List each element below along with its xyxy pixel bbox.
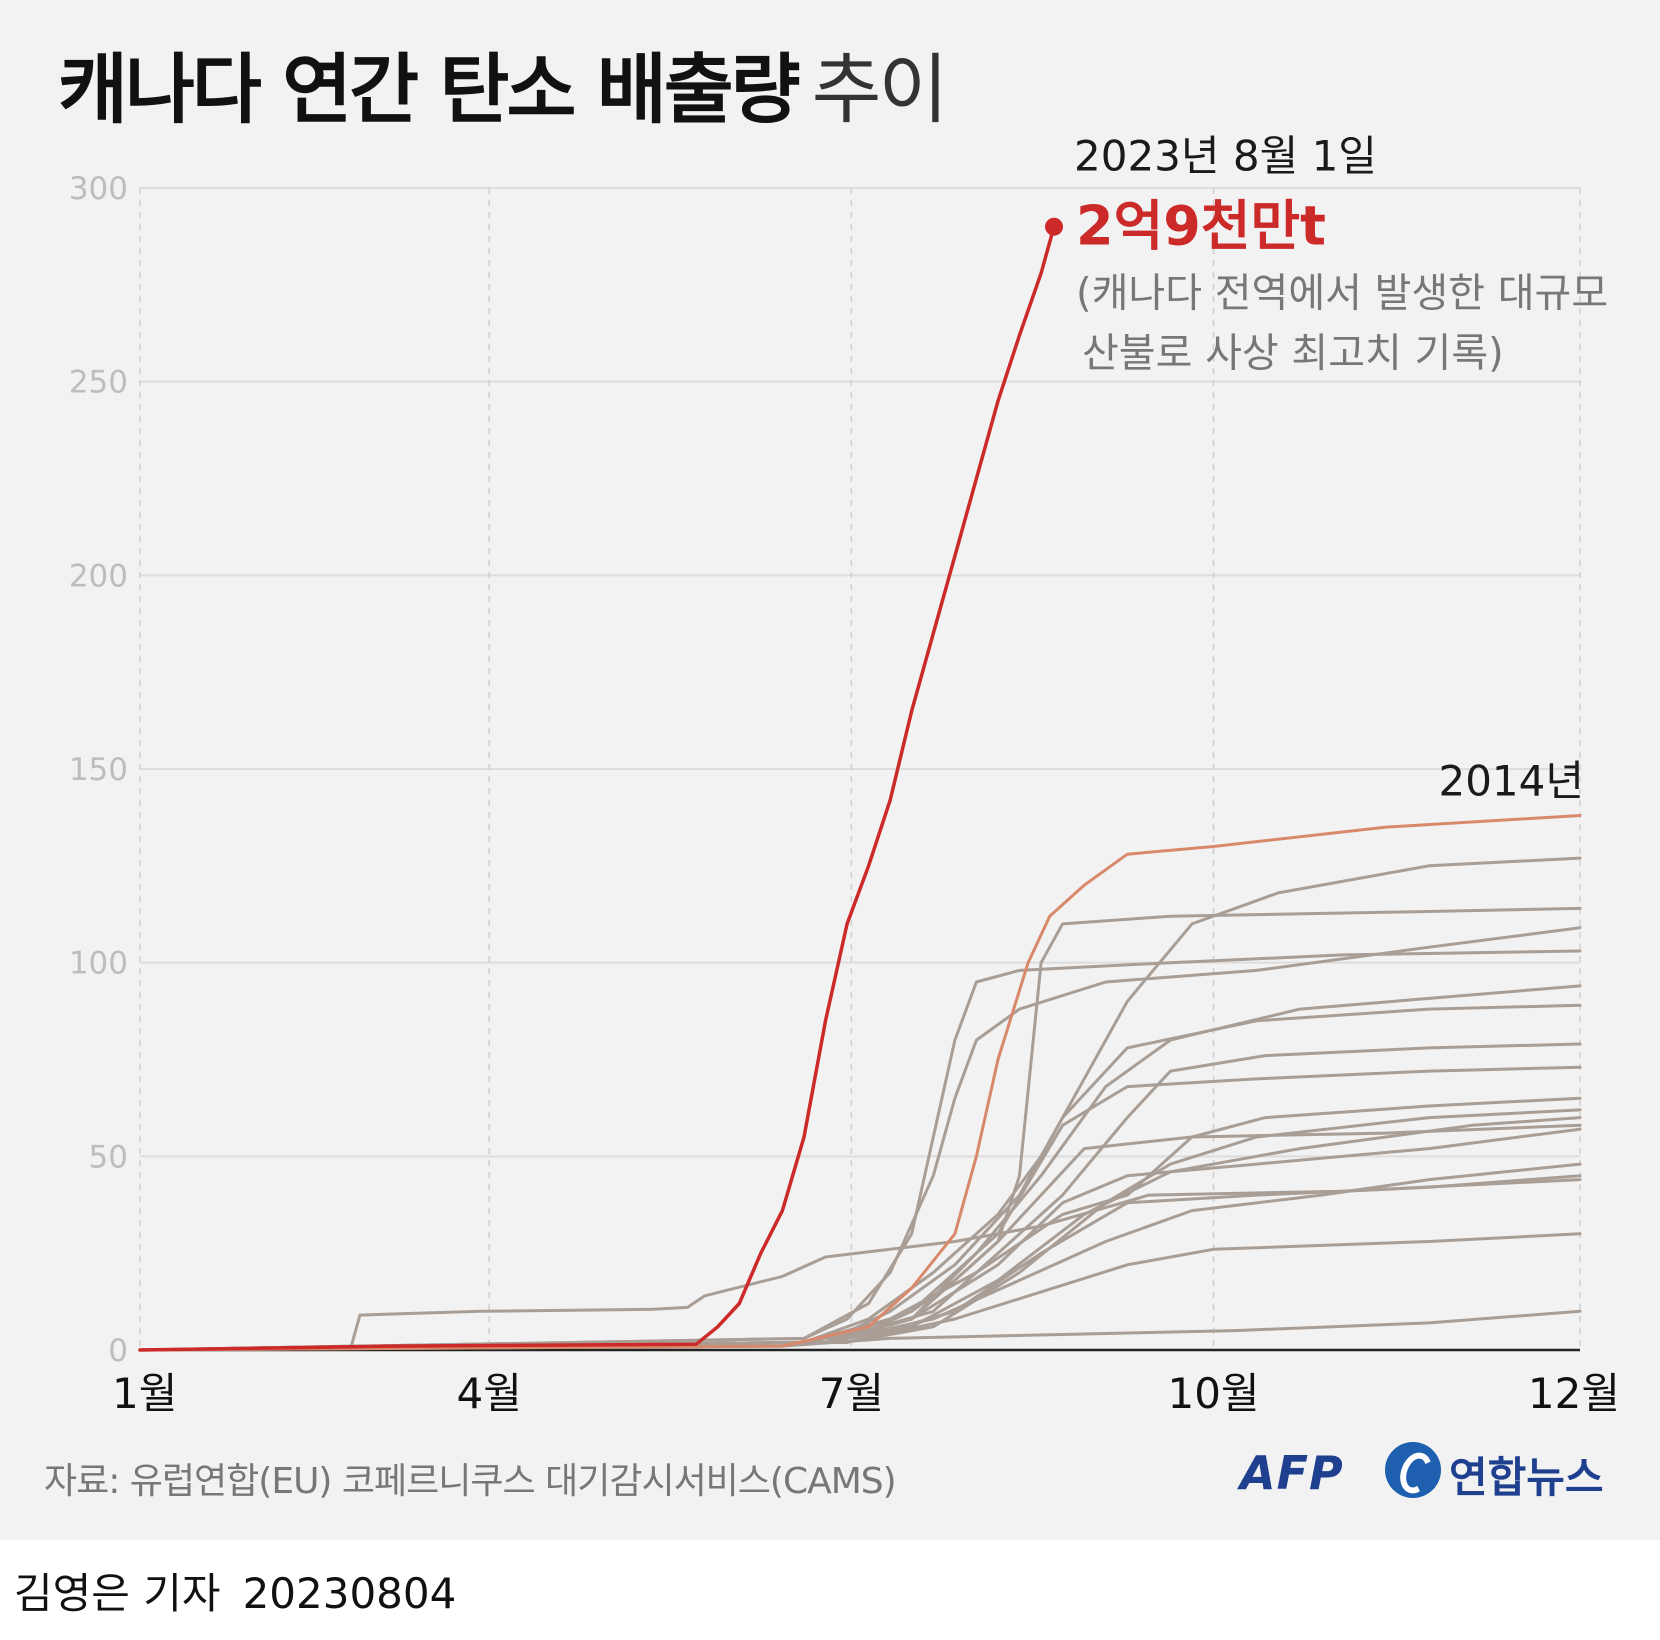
series-line-other xyxy=(138,926,1582,1352)
y-tick-label: 50 xyxy=(89,1139,128,1175)
line-chart: 0 50 100 150 200 250 300 1월 4월 7월 10월 12월 2023년 8월 … xyxy=(69,132,1620,1418)
chart-title-main: 캐나다 연간 탄소 배출량 xyxy=(58,45,801,134)
afp-logo: AFP xyxy=(1240,1446,1344,1500)
series-line-other xyxy=(138,906,1582,1352)
peak-note-line1: (캐나다 전역에서 발생한 대규모 xyxy=(1076,271,1608,317)
series-line-2023 xyxy=(138,224,1056,1352)
source-note: 자료: 유럽연합(EU) 코페르니쿠스 대기감시서비스(CAMS) xyxy=(44,1461,897,1502)
series-line-other xyxy=(138,949,1582,1352)
x-tick-label: 10월 xyxy=(1167,1369,1259,1418)
year-2014-label: 2014년 xyxy=(1438,756,1584,805)
series-line-other xyxy=(138,1127,1582,1352)
grid xyxy=(139,187,1581,1352)
x-tick-label: 12월 xyxy=(1528,1369,1620,1418)
series-line-other xyxy=(138,856,1582,1352)
series-line-other xyxy=(138,1116,1582,1352)
reporter-name: 김영은 기자 xyxy=(14,1569,221,1618)
series-line-other xyxy=(138,1065,1582,1352)
yonhap-name: 연합뉴스 xyxy=(1449,1453,1604,1502)
y-tick-label: 0 xyxy=(108,1333,128,1369)
y-tick-label: 150 xyxy=(69,752,128,788)
series-line-other xyxy=(138,1162,1582,1352)
peak-date-label: 2023년 8월 1일 xyxy=(1074,132,1377,181)
series-line-2014 xyxy=(138,814,1582,1352)
x-tick-label: 4월 xyxy=(457,1369,522,1418)
peak-value-label: 2억9천만t xyxy=(1076,195,1326,258)
series-line-other xyxy=(138,1096,1582,1352)
yonhap-mark-icon xyxy=(1385,1442,1441,1498)
y-tick-label: 250 xyxy=(69,365,128,401)
credit-line: 김영은 기자 20230804 xyxy=(14,1560,456,1621)
x-tick-label: 7월 xyxy=(819,1369,884,1418)
series-line-other xyxy=(138,1123,1582,1352)
peak-note-line2: 산불로 사상 최고치 기록) xyxy=(1082,331,1504,377)
annotations: 2023년 8월 1일 2억9천만t (캐나다 전역에서 발생한 대규모 산불로… xyxy=(1045,132,1608,805)
x-tick-label: 1월 xyxy=(112,1369,177,1418)
axis-ticks: 0 50 100 150 200 250 300 1월 4월 7월 10월 12월 xyxy=(69,171,1620,1418)
series-line-other xyxy=(138,1003,1582,1352)
y-tick-label: 200 xyxy=(69,558,128,594)
y-tick-label: 100 xyxy=(69,946,128,982)
y-tick-label: 300 xyxy=(69,171,128,207)
series-line-other xyxy=(138,1178,1582,1352)
chart-title-suffix: 추이 xyxy=(811,45,949,134)
yonhap-logo: 연합뉴스 xyxy=(1385,1440,1655,1510)
publish-date: 20230804 xyxy=(242,1569,457,1618)
series-lines xyxy=(138,224,1582,1352)
peak-point xyxy=(1045,217,1064,236)
series-line-other xyxy=(138,984,1582,1352)
series-line-other xyxy=(138,1108,1582,1352)
series-line-other xyxy=(138,1174,1582,1352)
chart-title: 캐나다 연간 탄소 배출량 추이 xyxy=(58,52,948,128)
